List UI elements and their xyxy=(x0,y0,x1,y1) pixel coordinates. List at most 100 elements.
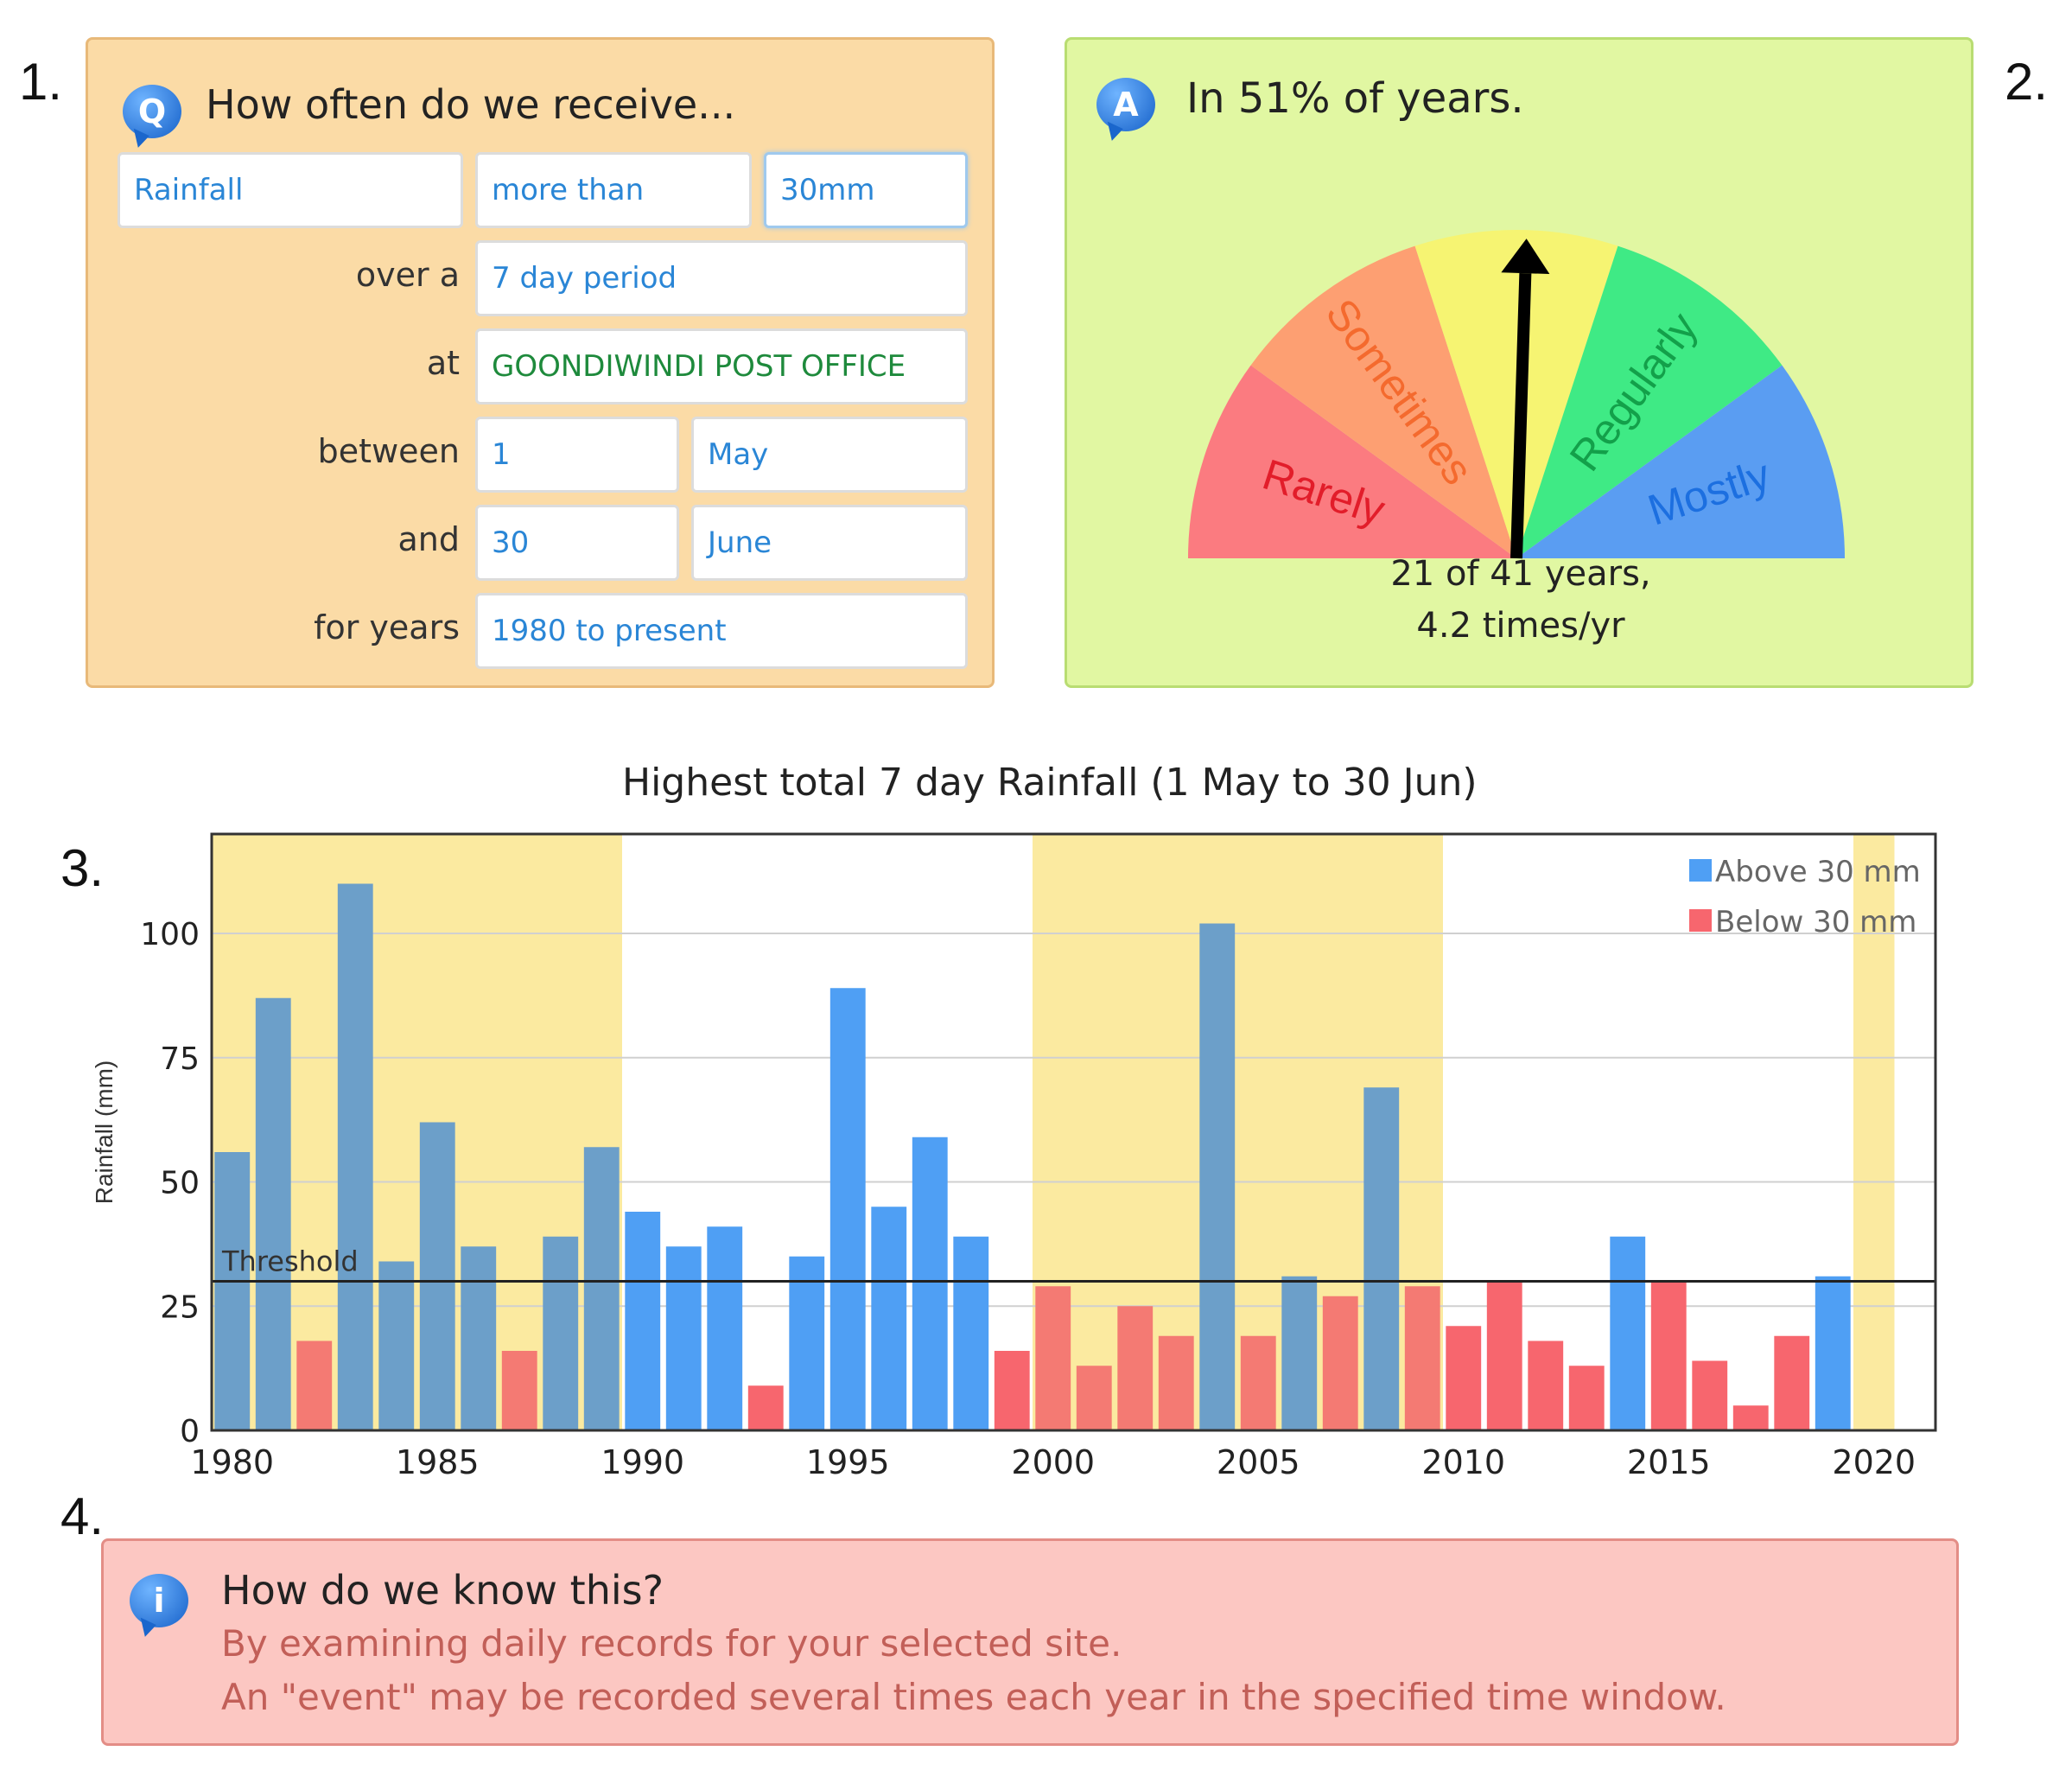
bar-1991 xyxy=(665,1246,702,1430)
answer-summary-rate: 4.2 times/yr xyxy=(1416,606,1625,646)
bar-1986 xyxy=(461,1246,497,1430)
bar-1984 xyxy=(378,1261,415,1430)
bar-2011 xyxy=(1486,1281,1522,1430)
bar-1999 xyxy=(994,1351,1030,1430)
gauge-sector-3 xyxy=(1516,245,1783,558)
over-label: over a xyxy=(355,256,460,294)
years-select[interactable]: 1980 to present xyxy=(475,593,968,669)
bar-2012 xyxy=(1528,1340,1564,1430)
at-label: at xyxy=(426,344,460,382)
bar-2010 xyxy=(1446,1326,1482,1430)
question-icon: Q xyxy=(123,85,181,138)
gauge-sector-1 xyxy=(1250,245,1516,558)
answer-title: In 51% of years. xyxy=(1186,74,1524,123)
y-tick-0: 0 xyxy=(180,1414,200,1449)
bar-1983 xyxy=(337,883,373,1430)
marker-1: 1. xyxy=(19,53,63,111)
bar-2016 xyxy=(1692,1360,1728,1430)
x-tick-2010: 2010 xyxy=(1421,1443,1505,1481)
threshold-input[interactable]: 30mm xyxy=(764,152,968,228)
legend-label-1: Below 30 mm xyxy=(1715,905,1916,939)
x-tick-2020: 2020 xyxy=(1832,1443,1916,1481)
bar-1980 xyxy=(214,1152,251,1430)
legend-swatch-0 xyxy=(1689,859,1712,882)
and-label: and xyxy=(397,520,461,558)
x-tick-2015: 2015 xyxy=(1627,1443,1711,1481)
answer-icon: A xyxy=(1096,78,1155,131)
end-day-select[interactable]: 30 xyxy=(475,505,679,581)
y-tick-75: 75 xyxy=(160,1041,200,1077)
x-tick-2005: 2005 xyxy=(1217,1443,1300,1481)
bar-2018 xyxy=(1774,1335,1810,1430)
gauge-sector-4 xyxy=(1516,365,1845,558)
bar-2004 xyxy=(1199,923,1236,1430)
bar-2008 xyxy=(1363,1087,1400,1430)
bar-2003 xyxy=(1158,1335,1194,1430)
bar-1998 xyxy=(953,1236,989,1430)
x-tick-2000: 2000 xyxy=(1011,1443,1095,1481)
bar-1990 xyxy=(625,1212,661,1430)
bar-1987 xyxy=(501,1351,537,1430)
bar-1982 xyxy=(296,1340,333,1430)
x-tick-1985: 1985 xyxy=(396,1443,480,1481)
answer-panel: A In 51% of years. Rarely Sometimes... Reg… xyxy=(1065,37,1973,688)
bar-1988 xyxy=(543,1236,579,1430)
bar-2014 xyxy=(1610,1236,1646,1430)
info-line-1: By examining daily records for your sele… xyxy=(221,1622,1122,1665)
x-tick-1990: 1990 xyxy=(601,1443,684,1481)
end-month-select[interactable]: June xyxy=(691,505,968,581)
threshold-label: Threshold xyxy=(221,1245,359,1278)
start-day-select[interactable]: 1 xyxy=(475,417,679,493)
info-icon: i xyxy=(130,1574,188,1627)
period-select[interactable]: 7 day period xyxy=(475,240,968,316)
x-tick-1995: 1995 xyxy=(806,1443,890,1481)
y-tick-25: 25 xyxy=(160,1289,200,1325)
bar-1989 xyxy=(583,1147,620,1430)
bar-1981 xyxy=(255,997,291,1430)
plot-frame xyxy=(210,832,1937,1432)
x-tick-1980: 1980 xyxy=(190,1443,274,1481)
gauge-arrow-head xyxy=(1501,239,1550,275)
bar-2001 xyxy=(1076,1366,1112,1430)
chart-title: Highest total 7 day Rainfall (1 May to 3… xyxy=(622,761,1478,805)
comparison-select[interactable]: more than xyxy=(475,152,752,228)
rainfall-chart: 0 25 50 75 100 Threshold 1980 1985 1990 1995 2000 2… xyxy=(91,832,1937,1481)
bar-2009 xyxy=(1404,1286,1440,1430)
bar-1997 xyxy=(912,1137,948,1430)
gauge-needle xyxy=(1510,272,1532,559)
bar-2017 xyxy=(1732,1405,1769,1430)
legend-label-0: Above 30 mm xyxy=(1715,855,1921,889)
question-title: How often do we receive... xyxy=(206,81,736,128)
site-select[interactable]: GOONDIWINDI POST OFFICE xyxy=(475,328,968,404)
bar-1995 xyxy=(829,988,866,1430)
bar-1996 xyxy=(871,1207,907,1430)
variable-select[interactable]: Rainfall xyxy=(118,152,463,228)
start-month-select[interactable]: May xyxy=(691,417,968,493)
bar-1993 xyxy=(747,1385,784,1430)
bar-1994 xyxy=(789,1256,825,1430)
years-label: for years xyxy=(314,608,460,646)
info-line-2: An "event" may be recorded several times… xyxy=(221,1676,1726,1718)
marker-3: 3. xyxy=(60,839,105,897)
bar-2013 xyxy=(1568,1366,1605,1430)
info-title: How do we know this? xyxy=(221,1567,664,1614)
marker-4: 4. xyxy=(60,1487,105,1545)
bar-1985 xyxy=(419,1122,455,1430)
bar-2000 xyxy=(1035,1286,1071,1430)
bar-2007 xyxy=(1322,1296,1358,1430)
legend-swatch-1 xyxy=(1689,909,1712,932)
bar-2019 xyxy=(1815,1276,1851,1430)
gauge-sector-0 xyxy=(1188,365,1516,558)
y-axis-label: Rainfall (mm) xyxy=(91,1060,118,1204)
bar-1992 xyxy=(707,1226,743,1430)
bar-2002 xyxy=(1117,1306,1154,1430)
y-tick-50: 50 xyxy=(160,1166,200,1201)
marker-2: 2. xyxy=(2005,53,2049,111)
y-tick-100: 100 xyxy=(140,917,200,952)
info-panel: i How do we know this? By examining dail… xyxy=(101,1538,1959,1746)
question-panel: Q How often do we receive... Rainfall mo… xyxy=(86,37,995,688)
answer-summary-years: 21 of 41 years, xyxy=(1390,554,1651,594)
bar-2006 xyxy=(1281,1276,1318,1430)
between-label: between xyxy=(317,432,460,470)
